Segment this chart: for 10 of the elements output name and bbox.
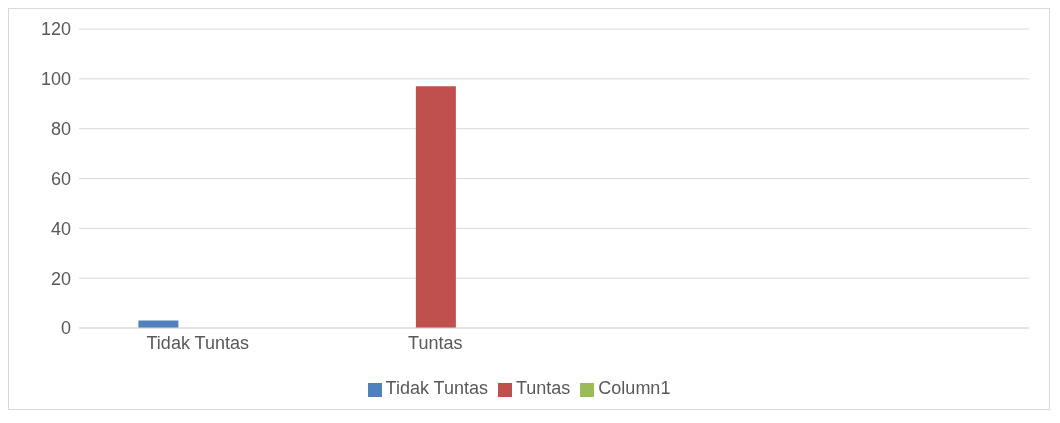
legend-label: Column1 xyxy=(598,378,671,398)
y-tick-label: 80 xyxy=(50,119,71,140)
legend-label: Tuntas xyxy=(515,378,571,398)
legend-label: Tidak Tuntas xyxy=(385,378,488,398)
y-tick-label: 0 xyxy=(60,318,71,339)
y-tick-label: 100 xyxy=(40,69,71,90)
y-tick-label: 120 xyxy=(40,19,71,40)
y-tick-label: 20 xyxy=(50,268,71,289)
y-tick-label: 40 xyxy=(50,218,71,239)
y-tick-label: 60 xyxy=(50,168,71,189)
